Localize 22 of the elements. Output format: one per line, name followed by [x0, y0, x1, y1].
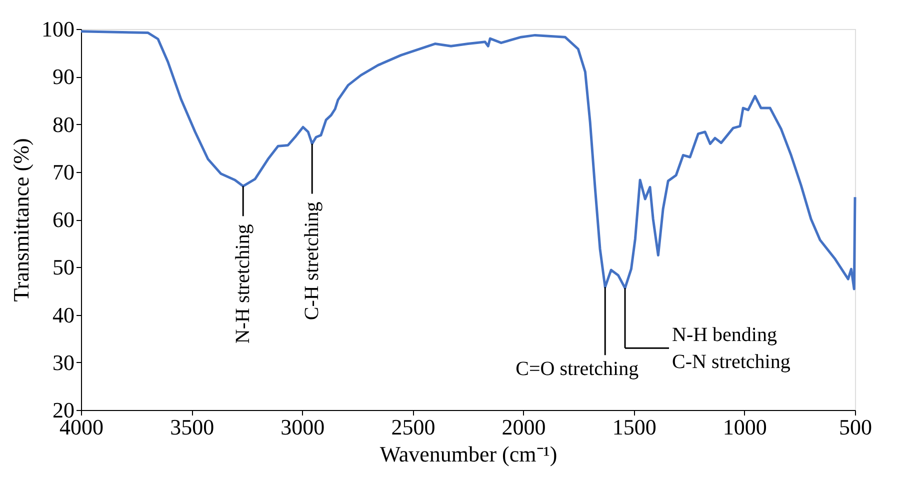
y-tick-label: 50: [52, 254, 74, 280]
y-tick-label: 60: [52, 207, 74, 232]
x-tick-label: 2000: [502, 414, 546, 440]
y-axis-title: Transmittance (%): [8, 138, 34, 302]
annotation: C=O stretching: [516, 358, 639, 380]
x-tick-label: 1000: [722, 414, 767, 440]
y-tick-label: 40: [52, 302, 74, 328]
y-tick-label: 100: [42, 16, 74, 42]
x-tick-label: 2500: [391, 414, 436, 440]
y-tick-label: 70: [52, 159, 74, 184]
x-tick-label: 500: [839, 414, 872, 440]
annotation: C-H stretching: [301, 202, 324, 320]
annotation: C-N stretching: [672, 351, 790, 374]
y-tick-label: 90: [52, 64, 74, 90]
x-tick-label: 3500: [170, 414, 214, 440]
y-tick-label: 80: [52, 112, 74, 137]
y-tick-label: 30: [52, 350, 74, 375]
x-tick-label: 1500: [612, 414, 656, 440]
annotation: N-H bending: [672, 324, 777, 346]
annotation: N-H stretching: [232, 224, 254, 344]
x-axis-title: Wavenumber (cm⁻¹): [380, 442, 558, 466]
x-tick-label: 3000: [280, 414, 325, 440]
